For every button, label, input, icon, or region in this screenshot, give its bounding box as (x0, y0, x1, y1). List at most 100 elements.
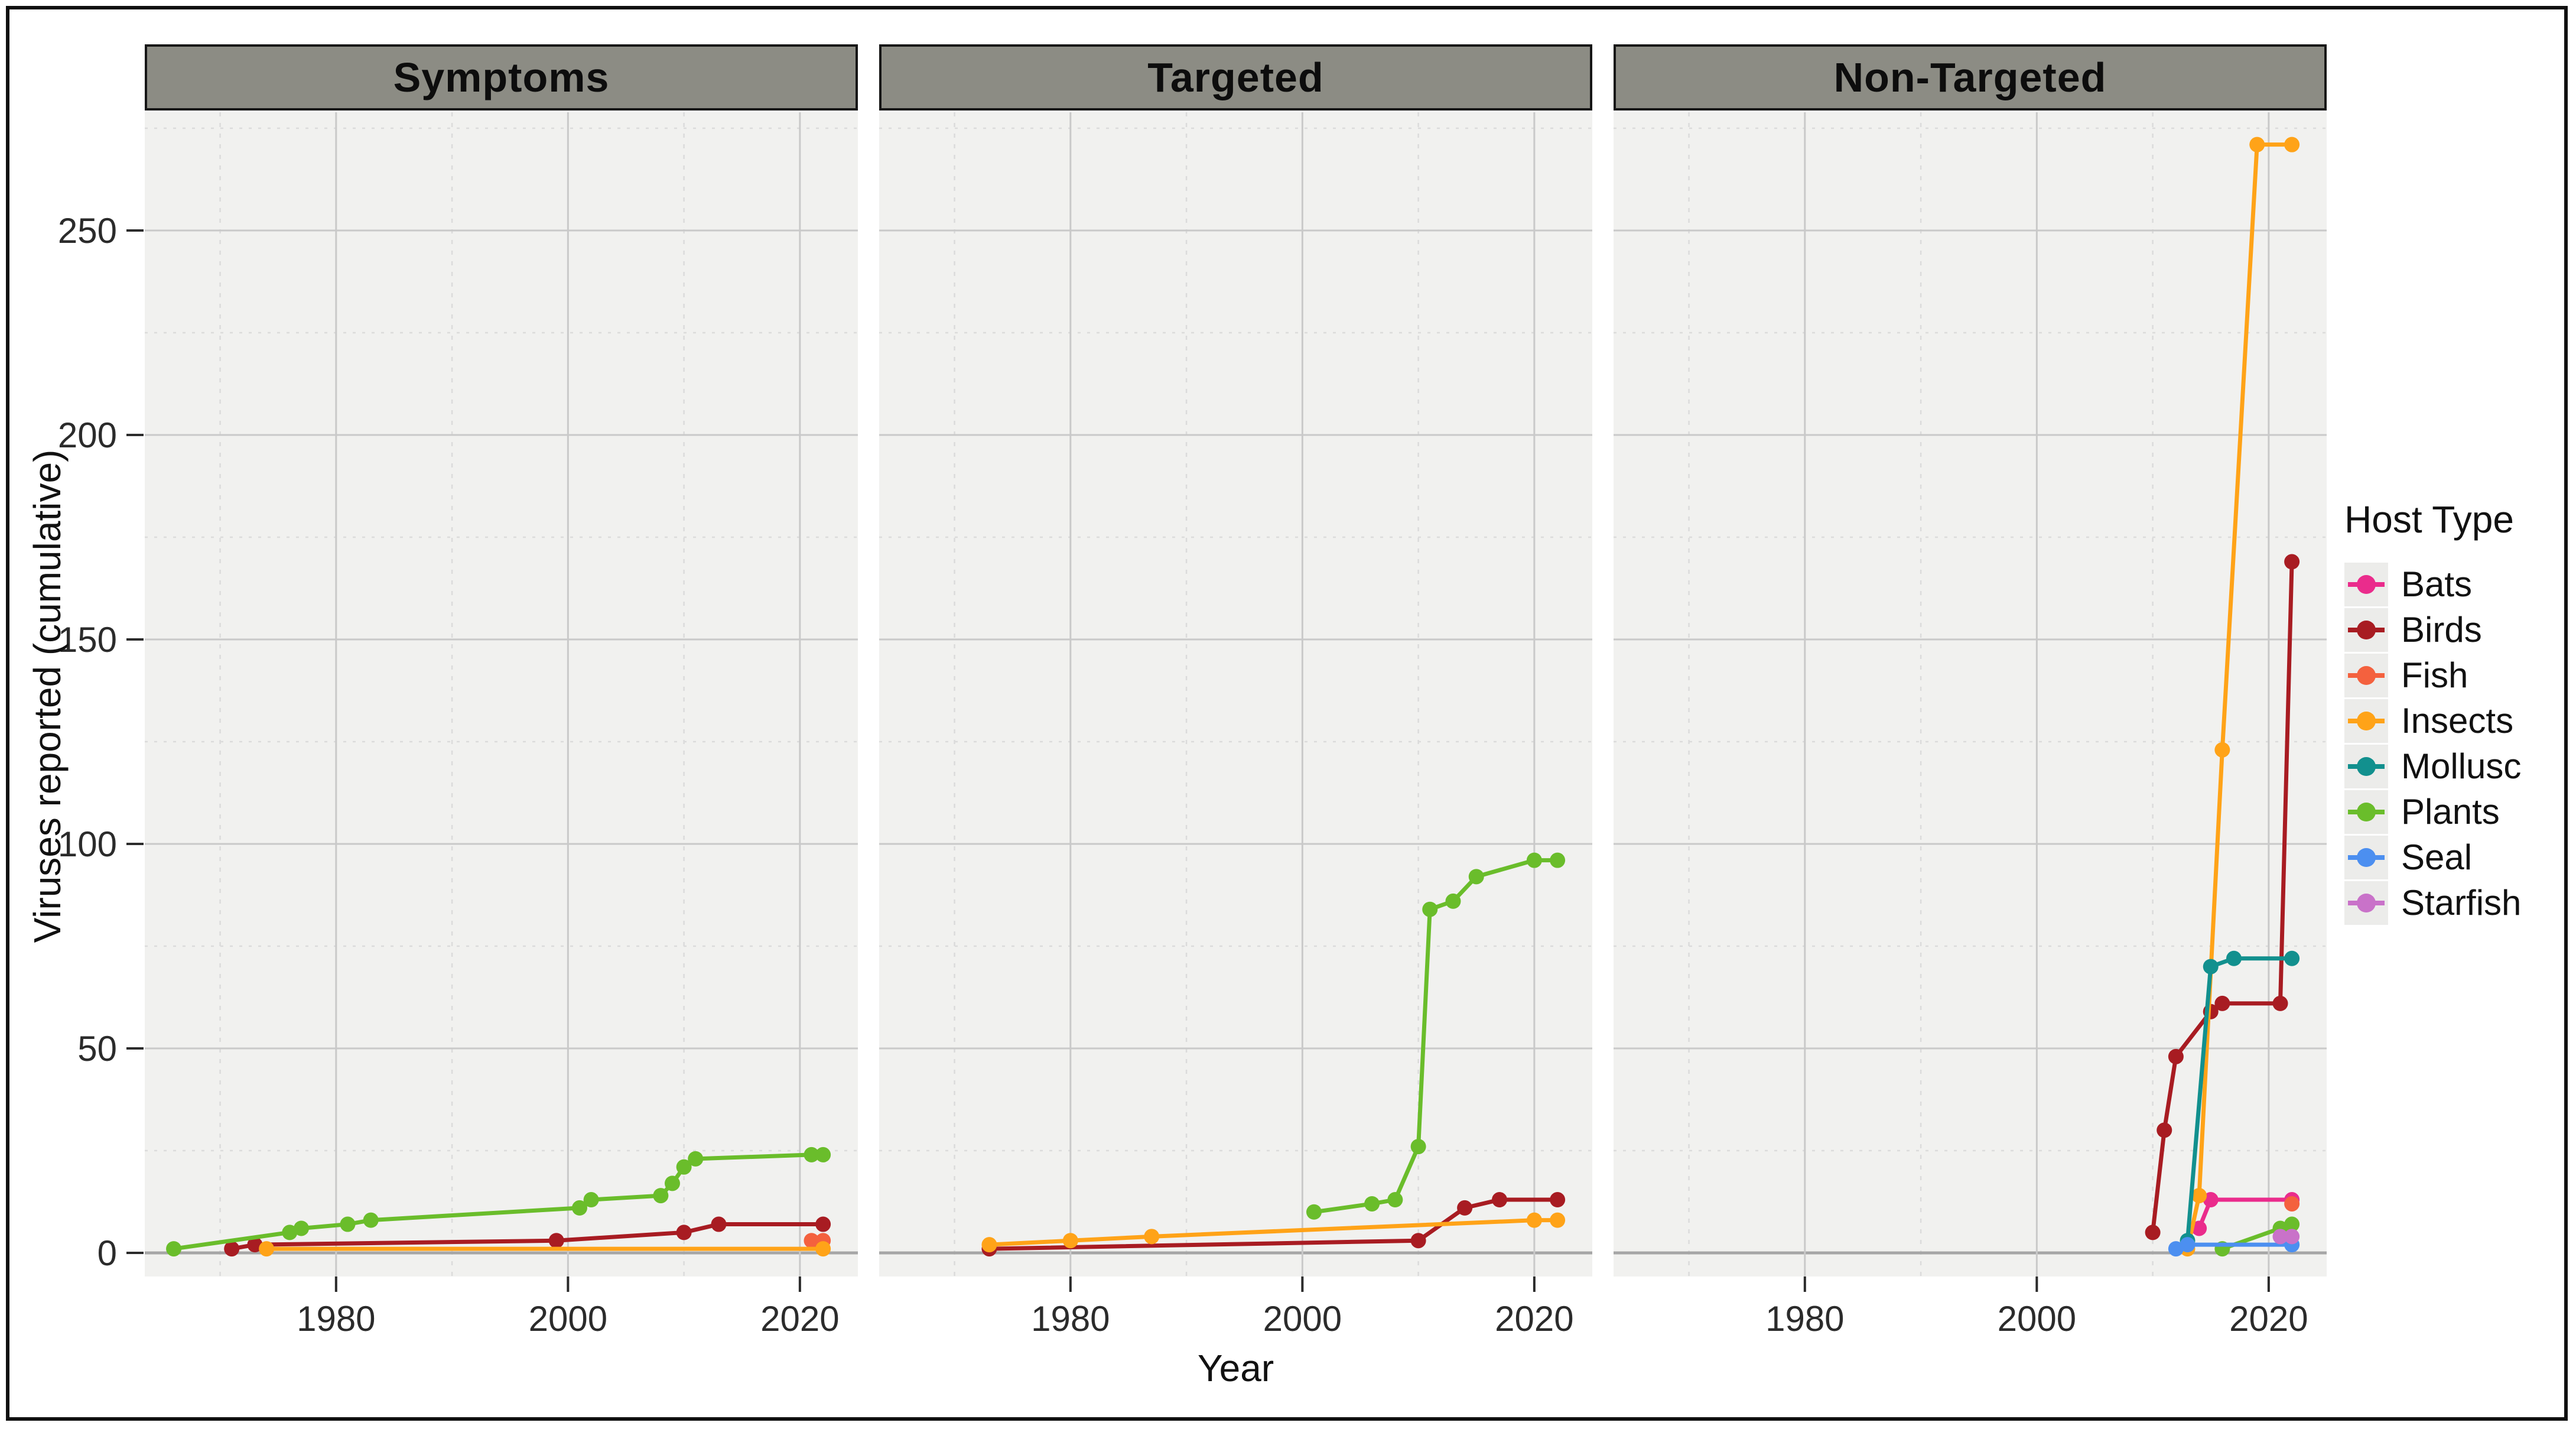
series-point-starfish (2284, 1229, 2300, 1245)
series-point-plants (676, 1159, 692, 1175)
series-point-plants (664, 1175, 680, 1191)
legend-key-icon (2344, 562, 2388, 606)
series-point-insects (1526, 1212, 1542, 1228)
series-point-plants (1387, 1192, 1403, 1208)
legend-item-label: Seal (2401, 837, 2473, 877)
x-axis-title: Year (1197, 1347, 1274, 1389)
legend-item-bats: Bats (2344, 561, 2521, 607)
series-point-plants (571, 1200, 587, 1216)
legend-key-icon (2344, 881, 2388, 925)
series-point-plants (282, 1225, 298, 1240)
facet-strip-label: Symptoms (393, 54, 610, 100)
legend-item-label: Mollusc (2401, 746, 2522, 786)
series-point-birds (247, 1237, 263, 1253)
facet-strip-symptoms: Symptoms (145, 44, 858, 111)
legend-key-icon (2344, 608, 2388, 652)
series-point-birds (711, 1216, 727, 1232)
x-tick-label: 2020 (2229, 1299, 2308, 1339)
legend-key-icon (2344, 790, 2388, 834)
series-point-insects (2214, 742, 2230, 758)
y-tick-label: 50 (77, 1029, 117, 1068)
series-line-mollusc (2185, 956, 2294, 1243)
legend-key-icon (2344, 835, 2388, 879)
series-point-starfish (2272, 1229, 2288, 1245)
series-point-plants (653, 1188, 669, 1204)
x-tick-label: 2000 (529, 1299, 607, 1339)
legend-item-label: Fish (2401, 655, 2468, 695)
legend-items: Bats Birds Fish Insects Mollusc Plants Seal Sta… (2344, 561, 2521, 925)
legend-key-icon (2344, 699, 2388, 743)
y-axis-title: Viruses reported (cumulative) (26, 449, 69, 943)
x-tick-label: 2000 (1263, 1299, 1342, 1339)
facet-strip-non-targeted: Non-Targeted (1614, 44, 2327, 111)
series-point-bats (2191, 1220, 2207, 1236)
series-point-plants (166, 1241, 182, 1257)
facet-strip-targeted: Targeted (879, 44, 1592, 111)
y-tick-label: 0 (97, 1233, 117, 1273)
series-point-plants (815, 1147, 831, 1162)
series-point-birds (1550, 1192, 1566, 1208)
series-point-birds (2284, 554, 2300, 570)
y-tick-label: 250 (58, 211, 117, 251)
series-point-birds (2157, 1122, 2172, 1138)
series-point-plants (1550, 852, 1566, 868)
series-point-plants (1306, 1204, 1322, 1220)
series-point-insects (2249, 137, 2265, 152)
legend-item-insects: Insects (2344, 698, 2521, 743)
series-point-birds (1457, 1200, 1473, 1216)
series-point-birds (224, 1241, 240, 1257)
y-tick-label: 200 (58, 415, 117, 455)
series-point-birds (815, 1216, 831, 1232)
series-point-bats (2203, 1192, 2219, 1208)
legend-item-plants: Plants (2344, 789, 2521, 834)
series-point-insects (2191, 1188, 2207, 1204)
series-point-birds (2214, 995, 2230, 1011)
series-point-mollusc (2226, 950, 2242, 966)
series-point-plants (363, 1212, 379, 1228)
series-point-birds (1410, 1233, 1426, 1249)
series-point-birds (2145, 1225, 2161, 1240)
x-tick-label: 2020 (1495, 1299, 1573, 1339)
series-point-plants (1526, 852, 1542, 868)
x-tick-label: 1980 (1031, 1299, 1110, 1339)
x-tick-label: 2020 (760, 1299, 839, 1339)
series-point-birds (1491, 1192, 1507, 1208)
legend-key-icon (2344, 744, 2388, 788)
legend-item-birds: Birds (2344, 607, 2521, 652)
legend-item-seal: Seal (2344, 834, 2521, 880)
series-point-plants (1468, 869, 1484, 885)
series-point-birds (2168, 1048, 2184, 1064)
legend-item-label: Plants (2401, 792, 2500, 832)
series-point-fish (804, 1233, 819, 1249)
series-point-mollusc (2284, 950, 2300, 966)
series-point-insects (1550, 1212, 1566, 1228)
series-point-insects (1144, 1229, 1160, 1245)
series-point-insects (2284, 137, 2300, 152)
legend-item-fish: Fish (2344, 652, 2521, 698)
legend-item-label: Starfish (2401, 883, 2522, 923)
series-point-fish (2284, 1196, 2300, 1212)
series-point-plants (804, 1147, 819, 1162)
panel-bg-non-targeted (1614, 112, 2327, 1277)
facet-strip-label: Targeted (1147, 54, 1324, 100)
series-point-plants (2284, 1216, 2300, 1232)
panel-bg-targeted (879, 112, 1592, 1277)
legend-item-starfish: Starfish (2344, 880, 2521, 925)
series-point-insects (259, 1241, 275, 1257)
series-point-plants (1364, 1196, 1380, 1212)
series-point-birds (676, 1225, 692, 1240)
legend-key-icon (2344, 653, 2388, 697)
x-tick-label: 2000 (1998, 1299, 2076, 1339)
series-point-plants (583, 1192, 599, 1208)
facet-strip-label: Non-Targeted (1833, 54, 2107, 100)
series-point-insects (815, 1241, 831, 1257)
legend-title: Host Type (2344, 498, 2514, 541)
y-tick-label: 150 (58, 620, 117, 660)
series-point-plants (688, 1151, 704, 1167)
x-tick-label: 1980 (297, 1299, 375, 1339)
legend-item-label: Insects (2401, 701, 2514, 741)
legend-item-label: Bats (2401, 564, 2473, 604)
series-point-mollusc (2203, 959, 2219, 975)
y-tick-label: 100 (58, 824, 117, 864)
